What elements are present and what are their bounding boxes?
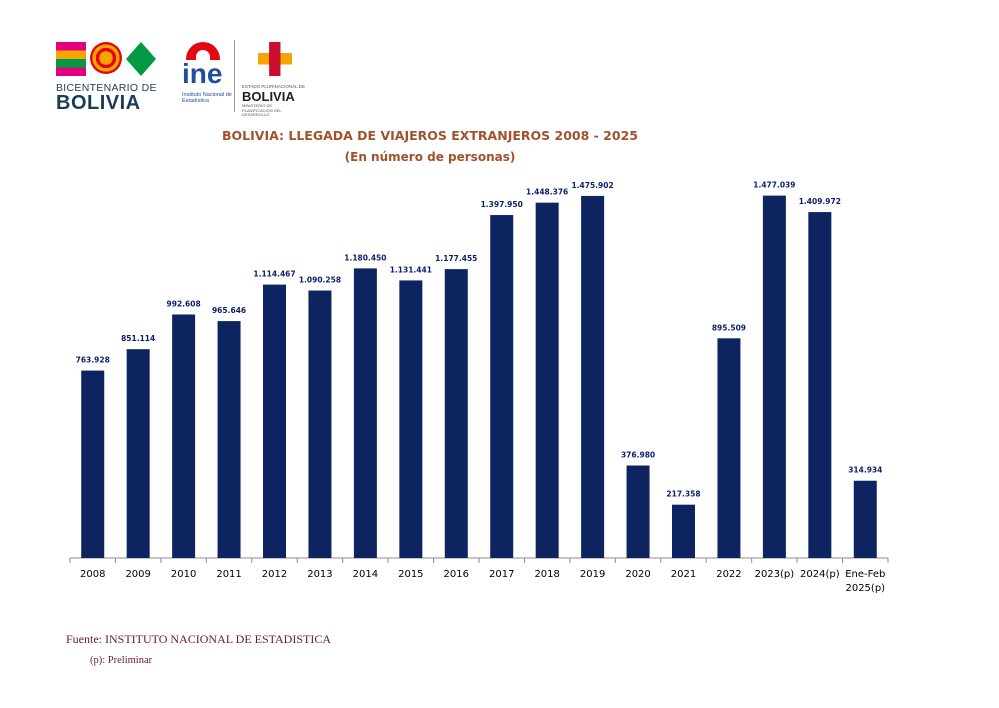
x-tick-label: 2008 <box>80 569 105 580</box>
bicentenario-bolivia-text: BOLIVIA <box>56 92 141 114</box>
bicentenario-text: BICENTENARIO DE <box>56 82 157 94</box>
x-tick-label: 2015 <box>398 569 423 580</box>
data-label: 965.646 <box>212 306 246 315</box>
bicentenario-logo: BICENTENARIO DE BOLIVIA <box>52 38 162 116</box>
ministerio-text: MINISTERIO DE PLANIFICACIÓN DEL DESARROL… <box>242 103 282 117</box>
x-tick-label: 2010 <box>171 569 196 580</box>
data-label: 1.114.467 <box>253 270 295 279</box>
data-label: 1.477.039 <box>753 181 795 190</box>
x-tick-label: 2025(p) <box>845 583 885 594</box>
data-label: 1.131.441 <box>390 265 432 274</box>
x-tick-label: 2009 <box>125 569 150 580</box>
bar-2024-p- <box>808 212 832 559</box>
bar-2014 <box>353 268 377 558</box>
chart-subtitle: (En número de personas) <box>344 150 516 164</box>
bar-2020 <box>626 465 650 558</box>
source-note: Fuente: INSTITUTO NACIONAL DE ESTADISTIC… <box>66 632 332 646</box>
bar-2018 <box>535 202 559 558</box>
bar-ene-feb-2025-p- <box>853 480 877 558</box>
x-tick-label: 2024(p) <box>800 569 840 580</box>
data-label: 851.114 <box>121 334 155 343</box>
estado-bolivia-text: BOLIVIA <box>242 89 295 104</box>
x-tick-label: 2017 <box>489 569 514 580</box>
bar-2023-p- <box>762 195 786 558</box>
bar-2009 <box>126 349 150 558</box>
estado-top-text: ESTADO PLURINACIONAL DE <box>242 84 306 89</box>
bar-2015 <box>399 280 423 558</box>
data-label: 1.177.455 <box>435 254 477 263</box>
data-label: 217.358 <box>666 490 700 499</box>
bar-2017 <box>490 215 514 559</box>
bar-2016 <box>444 269 468 558</box>
bar-2008 <box>81 370 105 558</box>
x-tick-label: Ene-Feb <box>845 569 885 580</box>
estado-plurinacional-logo: ESTADO PLURINACIONAL DE BOLIVIA MINISTER… <box>240 38 312 117</box>
x-tick-label: 2016 <box>444 569 469 580</box>
ine-logo: ine Instituto Nacional de Estadística <box>182 42 232 114</box>
data-label: 314.934 <box>848 466 882 475</box>
data-label: 1.090.258 <box>299 276 341 285</box>
bicentenario-emblem-icon <box>56 42 156 76</box>
x-tick-label: 2021 <box>671 569 696 580</box>
bar-2010 <box>172 314 196 558</box>
data-label: 1.180.450 <box>344 253 386 262</box>
x-tick-label: 2013 <box>307 569 332 580</box>
data-label: 1.397.950 <box>481 200 523 209</box>
data-label: 1.448.376 <box>526 188 568 197</box>
x-tick-label: 2012 <box>262 569 287 580</box>
data-label: 763.928 <box>76 356 110 365</box>
x-tick-label: 2014 <box>353 569 378 580</box>
bar-2013 <box>308 290 332 558</box>
bar-2021 <box>672 504 695 558</box>
ine-subtitle: Instituto Nacional de Estadística <box>182 92 232 104</box>
x-tick-label: 2018 <box>534 569 559 580</box>
x-tick-label: 2011 <box>216 569 241 580</box>
data-label: 992.608 <box>167 299 201 308</box>
logo-divider <box>234 40 235 112</box>
preliminary-note: (p): Preliminar <box>90 655 153 666</box>
x-tick-label: 2022 <box>716 569 741 580</box>
bar-2012 <box>263 284 286 558</box>
x-tick-label: 2020 <box>625 569 650 580</box>
data-label: 1.475.902 <box>571 181 613 190</box>
x-tick-label: 2023(p) <box>755 569 795 580</box>
x-tick-label: 2019 <box>580 569 605 580</box>
chart-title: BOLIVIA: LLEGADA DE VIAJEROS EXTRANJEROS… <box>222 128 638 143</box>
bar-2019 <box>581 195 605 558</box>
bar-2022 <box>717 338 741 558</box>
logo-header: BICENTENARIO DE BOLIVIA ine Instituto Na… <box>52 38 312 118</box>
data-label: 895.509 <box>712 323 746 332</box>
data-label: 1.409.972 <box>799 197 841 206</box>
ine-wordmark: ine <box>182 58 223 89</box>
bar-2011 <box>217 321 241 558</box>
data-label: 376.980 <box>621 451 655 460</box>
